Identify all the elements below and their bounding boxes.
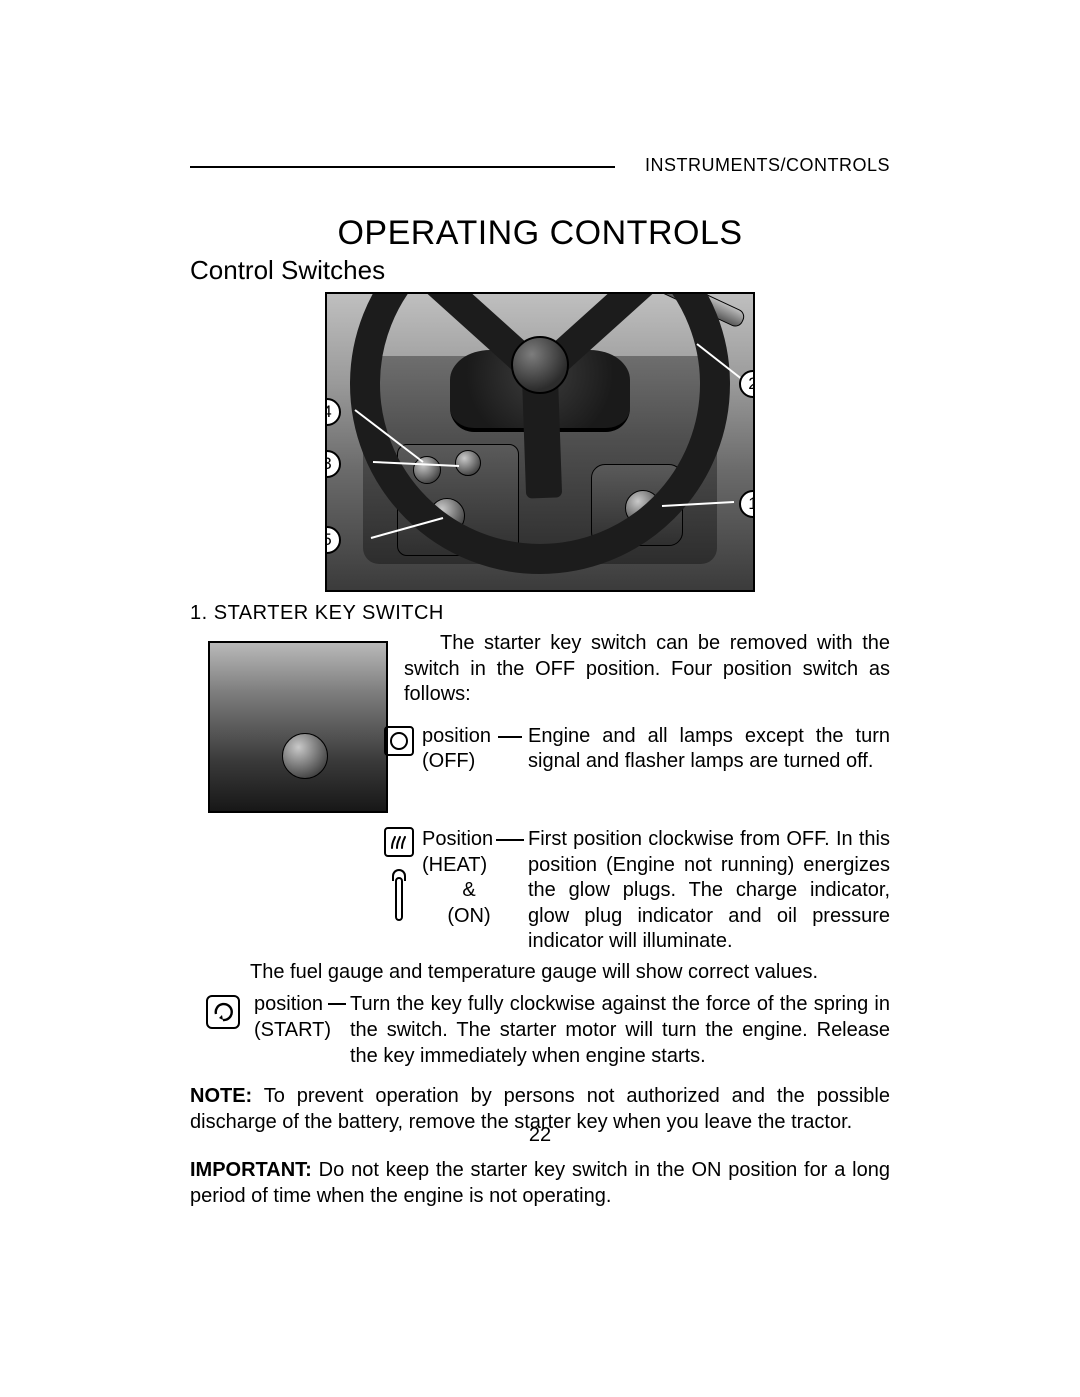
off-connector-line — [498, 736, 522, 738]
important-block: IMPORTANT: Do not keep the starter key s… — [190, 1157, 890, 1209]
figure-wrap: 1 2 3 4 5 — [190, 292, 890, 592]
important-lead: IMPORTANT: — [190, 1159, 312, 1181]
page-subtitle: Control Switches — [190, 255, 890, 286]
page-number: 22 — [0, 1124, 1080, 1147]
start-label: position (START) — [254, 991, 348, 1043]
glow-plug-icon — [389, 834, 409, 850]
off-icon — [382, 726, 416, 758]
control-panel-figure: 1 2 3 4 5 — [325, 292, 755, 592]
header-section-label: INSTRUMENTS/CONTROLS — [645, 155, 890, 176]
note-lead: NOTE: — [190, 1085, 252, 1107]
section-1-heading: 1. STARTER KEY SWITCH — [190, 602, 890, 625]
callout-lead-5 — [327, 294, 755, 592]
starter-key-inset-photo — [208, 641, 388, 813]
heat-on-label-line3: & — [422, 878, 516, 904]
off-description: Engine and all lamps except the turn sig… — [528, 724, 890, 775]
off-label: position (OFF) — [422, 724, 516, 775]
start-icon — [206, 995, 240, 1031]
start-connector-line — [328, 1003, 346, 1005]
heat-on-connector-line — [496, 839, 524, 841]
key-slot-icon — [395, 877, 403, 921]
heat-on-label-line2: (HEAT) — [422, 853, 516, 879]
inset-key-knob — [282, 733, 328, 779]
position-row-start: position (START) Turn the key fully cloc… — [190, 991, 890, 1069]
position-row-heat-on: Position (HEAT) & (ON) First position cl… — [382, 827, 890, 955]
header-rule-line — [190, 166, 615, 168]
page-title: OPERATING CONTROLS — [190, 214, 890, 253]
heat-on-label: Position (HEAT) & (ON) — [422, 827, 516, 929]
start-description: Turn the key fully clockwise against the… — [350, 991, 890, 1069]
heat-on-icon — [382, 827, 416, 921]
heat-on-label-line4: (ON) — [422, 904, 516, 930]
manual-page: INSTRUMENTS/CONTROLS OPERATING CONTROLS … — [0, 0, 1080, 1397]
heat-on-description: First position clockwise from OFF. In th… — [528, 827, 890, 955]
section-1-intro-text: The starter key switch can be removed wi… — [404, 631, 890, 708]
start-label-line2: (START) — [254, 1017, 348, 1043]
off-label-line2: (OFF) — [422, 749, 516, 775]
gauge-note-line: The fuel gauge and temperature gauge wil… — [250, 959, 890, 985]
intro-text-span: The starter key switch can be removed wi… — [404, 632, 890, 705]
position-row-off: position (OFF) Engine and all lamps exce… — [382, 724, 890, 775]
section-1-intro-block: The starter key switch can be removed wi… — [190, 631, 890, 821]
header-rule: INSTRUMENTS/CONTROLS — [190, 155, 890, 179]
start-arrow-icon — [211, 1000, 235, 1024]
